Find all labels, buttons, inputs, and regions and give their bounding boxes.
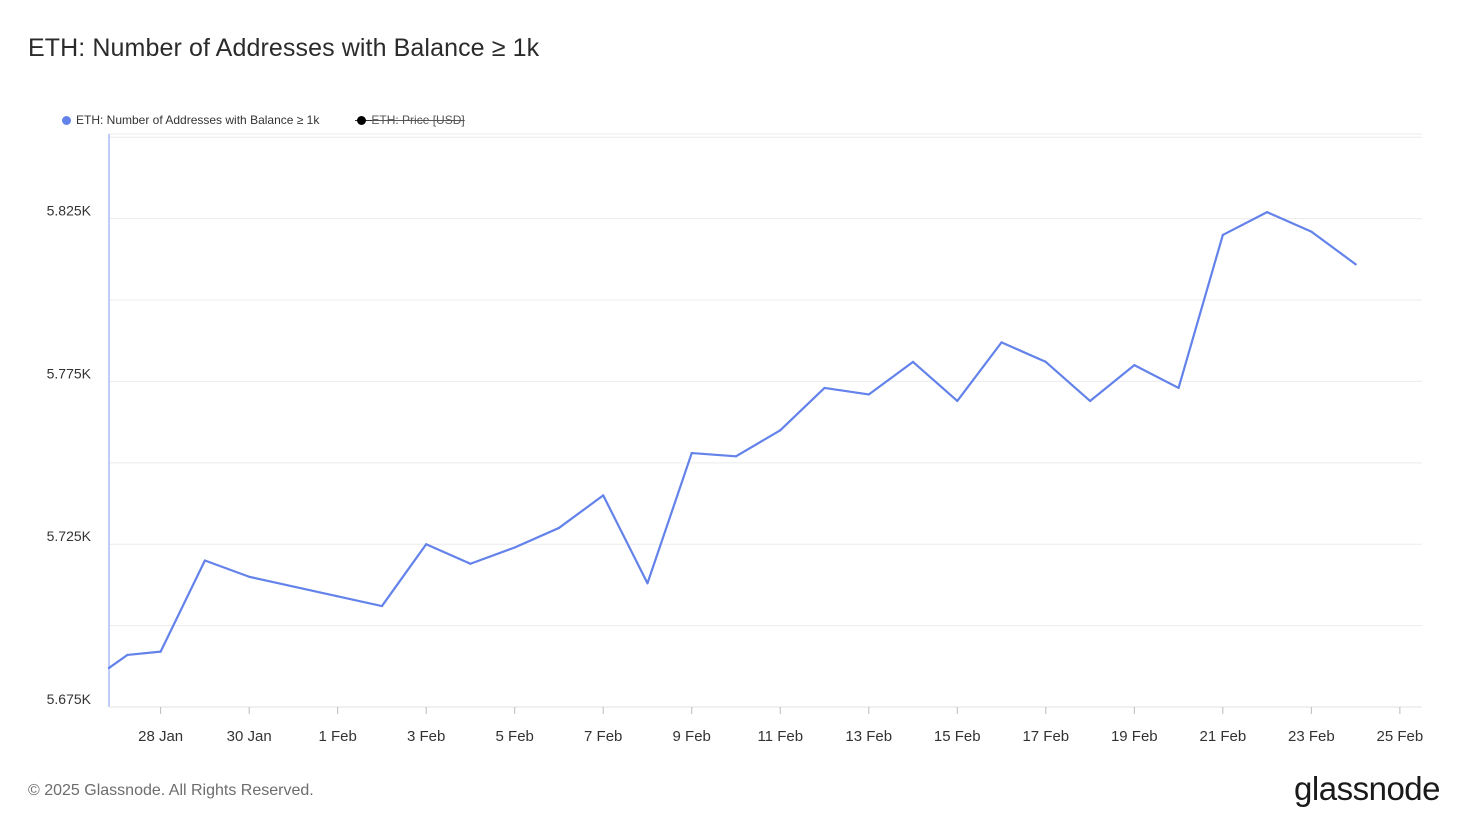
data-point — [380, 604, 384, 608]
x-tick-label: 11 Feb — [757, 728, 803, 745]
x-tick-label: 21 Feb — [1199, 728, 1246, 745]
data-point — [1310, 230, 1313, 233]
data-point — [557, 526, 561, 530]
data-point — [1354, 263, 1357, 266]
y-tick-label: 5.725K — [47, 528, 92, 544]
data-point — [867, 393, 870, 396]
data-point — [248, 575, 251, 578]
x-tick-label: 25 Feb — [1377, 728, 1424, 745]
x-tick-label: 23 Feb — [1288, 728, 1335, 745]
series-line-addresses — [107, 211, 1357, 670]
x-tick-label: 28 Jan — [138, 728, 183, 745]
data-point — [734, 455, 738, 458]
x-tick-label: 1 Feb — [318, 728, 356, 745]
data-point — [203, 559, 206, 562]
legend-label-price: ETH: Price [USD] — [371, 113, 465, 127]
data-point — [1088, 399, 1092, 403]
data-point — [513, 546, 516, 549]
chart-title: ETH: Number of Addresses with Balance ≥ … — [28, 34, 540, 62]
x-tick-label: 5 Feb — [496, 728, 534, 745]
data-point — [292, 585, 295, 588]
data-point — [1044, 360, 1047, 363]
data-point — [1221, 233, 1224, 237]
legend-item-price[interactable]: ETH: Price [USD] — [355, 113, 465, 127]
x-tick-label: 30 Jan — [227, 728, 272, 745]
x-tick-label: 19 Feb — [1111, 728, 1158, 745]
x-tick-label: 17 Feb — [1022, 728, 1069, 745]
data-point — [779, 429, 782, 432]
x-tick-label: 13 Feb — [845, 728, 892, 745]
data-point — [159, 650, 162, 653]
data-point — [336, 595, 339, 598]
y-tick-label: 5.675K — [47, 691, 92, 707]
data-point — [911, 360, 915, 363]
data-point — [469, 562, 472, 565]
legend-marker-addresses — [62, 115, 71, 125]
data-point — [646, 582, 649, 585]
data-point — [126, 653, 129, 657]
x-tick-label: 7 Feb — [584, 728, 622, 745]
data-point — [1000, 341, 1003, 344]
data-point — [956, 399, 959, 403]
x-tick-label: 3 Feb — [407, 728, 445, 745]
chart-legend: ETH: Number of Addresses with Balance ≥ … — [62, 113, 465, 127]
x-tick-label: 15 Feb — [934, 728, 981, 745]
data-point — [107, 666, 111, 670]
copyright-text: © 2025 Glassnode. All Rights Reserved. — [28, 782, 314, 799]
data-point — [602, 494, 605, 497]
data-point — [425, 543, 428, 546]
x-tick-label: 9 Feb — [673, 728, 711, 745]
legend-marker-price — [355, 115, 373, 125]
data-point — [1133, 364, 1136, 367]
glassnode-logo: glassnode — [1294, 770, 1440, 807]
data-point — [1177, 386, 1180, 390]
y-tick-label: 5.775K — [47, 365, 92, 381]
data-point — [1265, 211, 1269, 214]
data-point — [690, 451, 693, 455]
data-point — [823, 386, 826, 390]
legend-label-addresses: ETH: Number of Addresses with Balance ≥ … — [76, 113, 320, 127]
legend-item-addresses[interactable]: ETH: Number of Addresses with Balance ≥ … — [62, 113, 319, 127]
y-tick-label: 5.825K — [47, 203, 92, 219]
